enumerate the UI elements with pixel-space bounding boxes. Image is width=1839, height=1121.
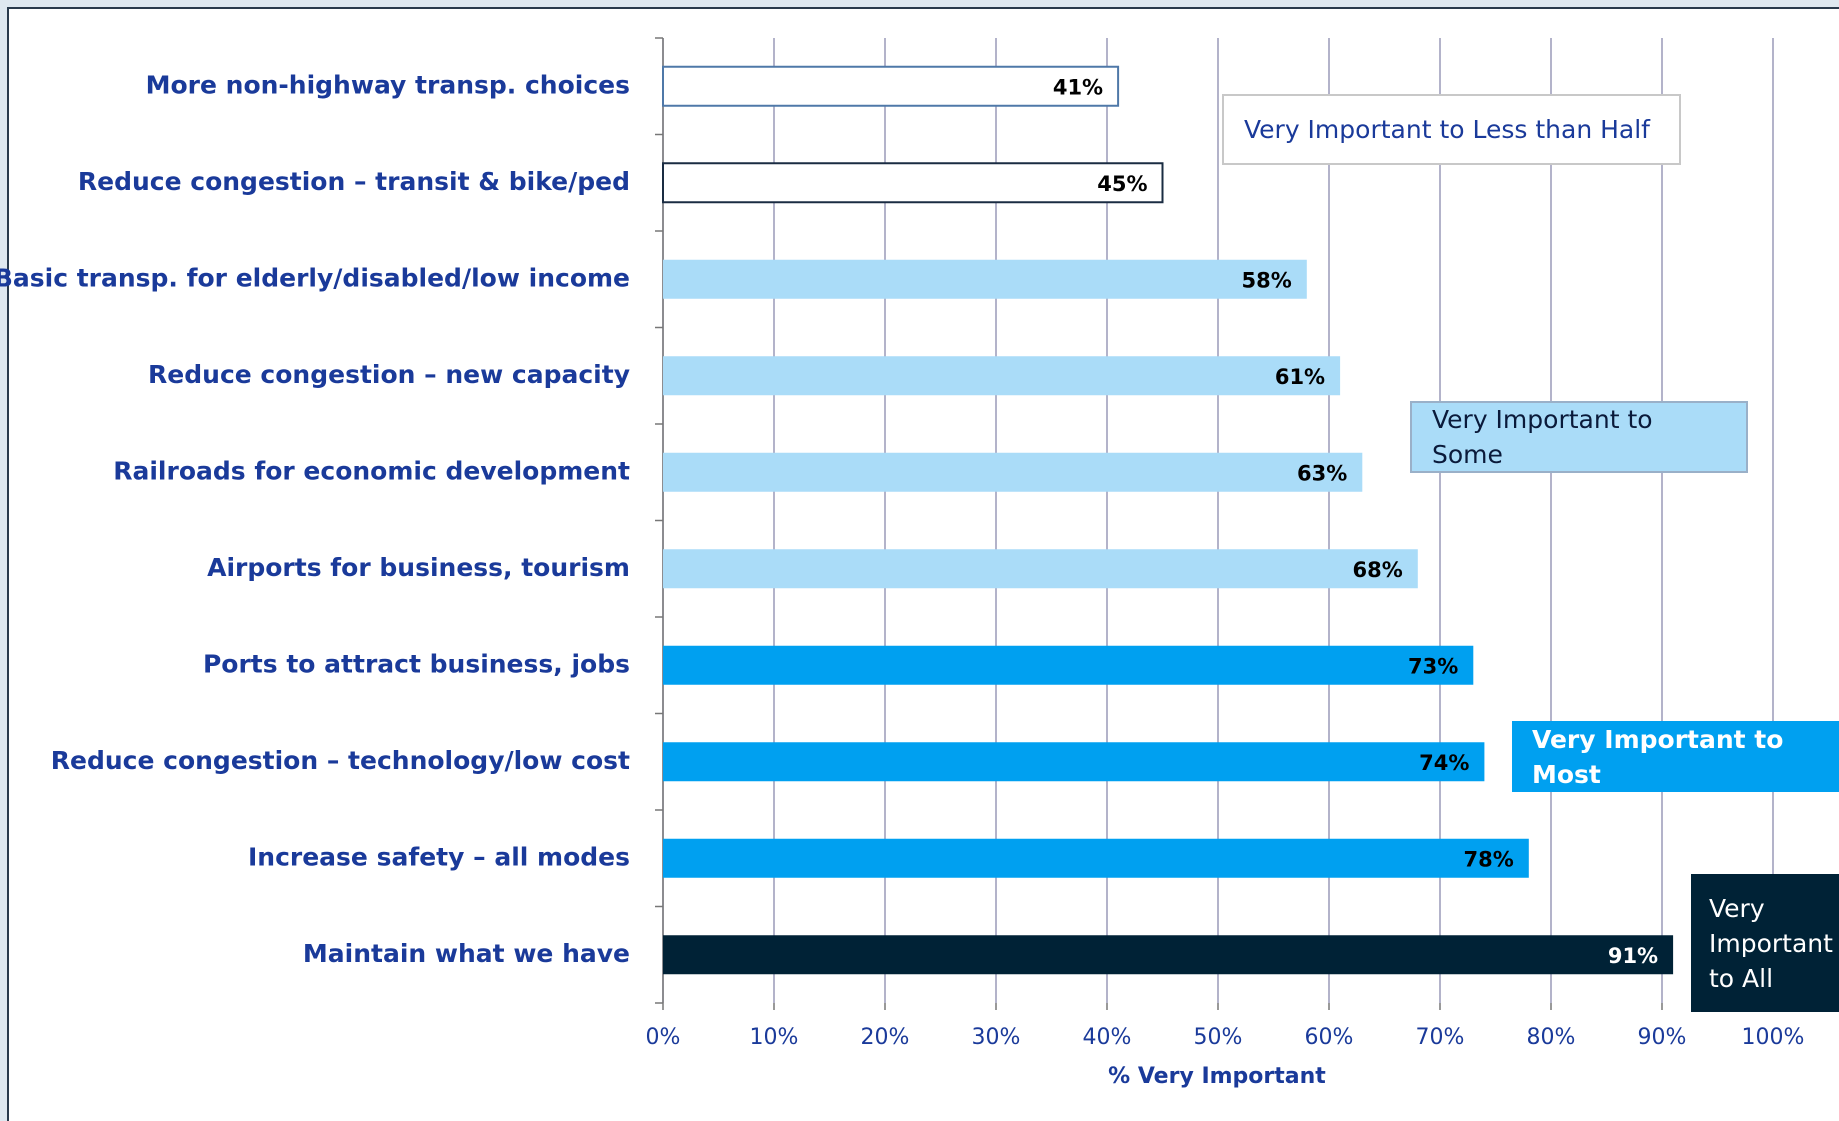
x-tick-label: 30% [972, 1025, 1021, 1050]
value-label: 41% [1053, 75, 1103, 99]
x-tick-label: 70% [1416, 1025, 1465, 1050]
y-tick-label: Maintain what we have [303, 939, 630, 968]
y-tick-label: More non-highway transp. choices [146, 70, 630, 99]
x-tick-label: 10% [750, 1025, 799, 1050]
bar [663, 356, 1341, 396]
x-tick-label: 40% [1083, 1025, 1132, 1050]
x-tick-label: 80% [1527, 1025, 1576, 1050]
y-tick-label: Airports for business, tourism [207, 553, 630, 582]
y-tick-label: Basic transp. for elderly/disabled/low i… [0, 263, 630, 292]
bar [662, 65, 1120, 107]
value-label: 78% [1464, 847, 1514, 871]
value-label: 61% [1275, 365, 1325, 389]
value-label: 73% [1408, 654, 1458, 678]
annotation: Very Important to Most [1512, 721, 1839, 792]
x-tick-label: 60% [1305, 1025, 1354, 1050]
bar [663, 838, 1529, 878]
annotation: Very Important to All [1691, 874, 1839, 1012]
y-tick-label: Reduce congestion – new capacity [148, 360, 630, 389]
bar [663, 935, 1674, 975]
y-tick-label: Reduce congestion – transit & bike/ped [78, 167, 630, 196]
bar [662, 162, 1164, 204]
x-tick-label: 0% [646, 1025, 681, 1050]
y-tick-label: Increase safety – all modes [248, 842, 630, 871]
value-label: 58% [1242, 268, 1292, 292]
bar [663, 645, 1474, 685]
bar [663, 742, 1485, 782]
bar [663, 259, 1307, 299]
x-tick-label: 50% [1194, 1025, 1243, 1050]
bar [663, 549, 1418, 589]
value-label: 91% [1608, 944, 1658, 968]
y-tick-label: Reduce congestion – technology/low cost [51, 746, 630, 775]
y-tick-label: Railroads for economic development [113, 456, 630, 485]
x-tick-label: 90% [1638, 1025, 1687, 1050]
bar [663, 452, 1363, 492]
value-label: 45% [1097, 172, 1147, 196]
value-label: 63% [1297, 461, 1347, 485]
x-tick-label: 100% [1742, 1025, 1805, 1050]
x-axis-label: % Very Important [1108, 1064, 1326, 1089]
value-label: 68% [1353, 558, 1403, 582]
x-tick-label: 20% [861, 1025, 910, 1050]
value-label: 74% [1419, 751, 1469, 775]
annotation: Very Important to Some [1410, 401, 1748, 473]
annotation: Very Important to Less than Half [1222, 94, 1681, 165]
y-tick-label: Ports to attract business, jobs [203, 649, 630, 678]
